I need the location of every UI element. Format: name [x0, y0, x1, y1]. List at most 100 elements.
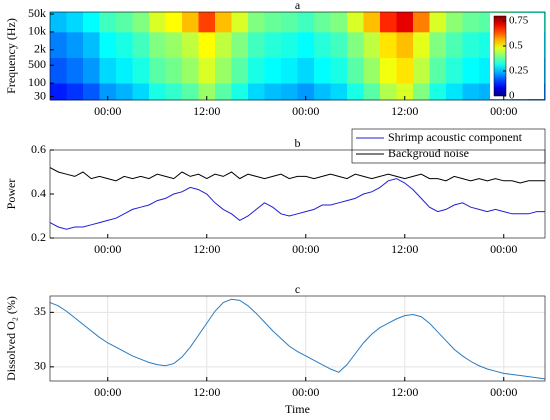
heat-cell — [462, 83, 480, 101]
x-tick-label: 00:00 — [94, 104, 121, 118]
heat-cell — [347, 31, 364, 58]
heat-cell — [66, 83, 84, 101]
heat-cell — [215, 57, 232, 84]
axes-frame — [49, 11, 546, 101]
heat-cell — [99, 31, 117, 58]
heat-cell — [281, 83, 298, 101]
heat-cell — [297, 12, 315, 33]
x-tick-label: 12:00 — [391, 104, 418, 118]
heat-cell — [231, 12, 249, 33]
heat-cell — [248, 31, 265, 58]
y-tick-label: 35 — [34, 304, 46, 318]
heat-cell — [330, 31, 348, 58]
x-tick-label: 12:00 — [193, 242, 220, 256]
x-axis-label: Time — [285, 402, 310, 416]
heat-cell — [314, 57, 331, 84]
heat-cell — [132, 12, 150, 33]
heat-cell — [264, 57, 282, 84]
colorbar-tick-label: 0 — [509, 90, 515, 102]
heat-cell — [380, 57, 397, 84]
heat-cell — [83, 12, 100, 33]
x-tick-label: 00:00 — [490, 385, 517, 399]
heat-cell — [231, 31, 249, 58]
x-tick-label: 00:00 — [94, 385, 121, 399]
x-tick-label: 00:00 — [292, 385, 319, 399]
heat-cell — [116, 57, 133, 84]
heat-cell — [83, 83, 100, 101]
heat-cell — [198, 83, 216, 101]
legend-label: Backgroud noise — [388, 146, 469, 160]
heat-cell — [198, 57, 216, 84]
heat-cell — [50, 31, 67, 58]
y-tick-label: 0.2 — [31, 230, 46, 244]
heat-cell — [83, 31, 100, 58]
heat-cell — [182, 31, 199, 58]
heat-cell — [50, 57, 67, 84]
x-tick-label: 12:00 — [193, 104, 220, 118]
heat-cell — [149, 31, 166, 58]
panel-title: a — [295, 0, 301, 12]
heat-cell — [413, 31, 430, 58]
heat-cell — [215, 31, 232, 58]
heat-cell — [99, 83, 117, 101]
colorbar-tick-label: 0.5 — [509, 40, 523, 52]
heat-cell — [66, 12, 84, 33]
legend-label: Shrimp acoustic component — [388, 130, 523, 144]
heat-cell — [330, 57, 348, 84]
heat-cell — [446, 31, 463, 58]
heat-cell — [50, 83, 67, 101]
heat-cell — [264, 83, 282, 101]
heat-cell — [116, 12, 133, 33]
heat-cell — [281, 12, 298, 33]
heat-cell — [165, 12, 183, 33]
heat-cell — [330, 12, 348, 33]
heat-cell — [264, 31, 282, 58]
x-tick-label: 12:00 — [193, 385, 220, 399]
x-tick-label: 00:00 — [292, 104, 319, 118]
heat-cell — [297, 57, 315, 84]
heat-cell — [165, 57, 183, 84]
heat-cell — [116, 83, 133, 101]
heat-cell — [116, 31, 133, 58]
y-axis-label: Dissolved O₂ (%) — [4, 296, 18, 381]
heat-cell — [182, 57, 199, 84]
heat-cell — [462, 57, 480, 84]
heat-cell — [132, 57, 150, 84]
heat-cell — [99, 12, 117, 33]
heat-cell — [363, 57, 381, 84]
heat-cell — [396, 83, 414, 101]
heat-cell — [314, 83, 331, 101]
heat-cell — [314, 12, 331, 33]
heat-cell — [297, 83, 315, 101]
heat-cell — [248, 12, 265, 33]
y-tick-label: 30 — [34, 88, 46, 102]
y-tick-label: 2k — [34, 42, 46, 56]
heat-cell — [380, 12, 397, 33]
heat-cell — [66, 57, 84, 84]
heat-cell — [165, 31, 183, 58]
x-tick-label: 12:00 — [391, 385, 418, 399]
heat-cell — [66, 31, 84, 58]
y-tick-label: 500 — [28, 57, 46, 71]
heat-cell — [429, 57, 447, 84]
heat-cell — [149, 83, 166, 101]
heat-cell — [462, 12, 480, 33]
heat-cell — [462, 31, 480, 58]
heat-cell — [215, 12, 232, 33]
heat-cell — [198, 31, 216, 58]
heat-cell — [149, 12, 166, 33]
heat-cell — [347, 57, 364, 84]
heat-cell — [429, 12, 447, 33]
heat-cell — [330, 83, 348, 101]
colorbar-tick-label: 0.25 — [509, 65, 529, 77]
panel-title: b — [295, 136, 301, 150]
heat-cell — [396, 12, 414, 33]
x-tick-label: 00:00 — [490, 242, 517, 256]
heat-cell — [363, 12, 381, 33]
heat-cell — [314, 31, 331, 58]
heat-cell — [83, 57, 100, 84]
heat-cell — [165, 83, 183, 101]
colorbar-tick-label: 0.75 — [509, 15, 529, 27]
heat-cell — [446, 57, 463, 84]
